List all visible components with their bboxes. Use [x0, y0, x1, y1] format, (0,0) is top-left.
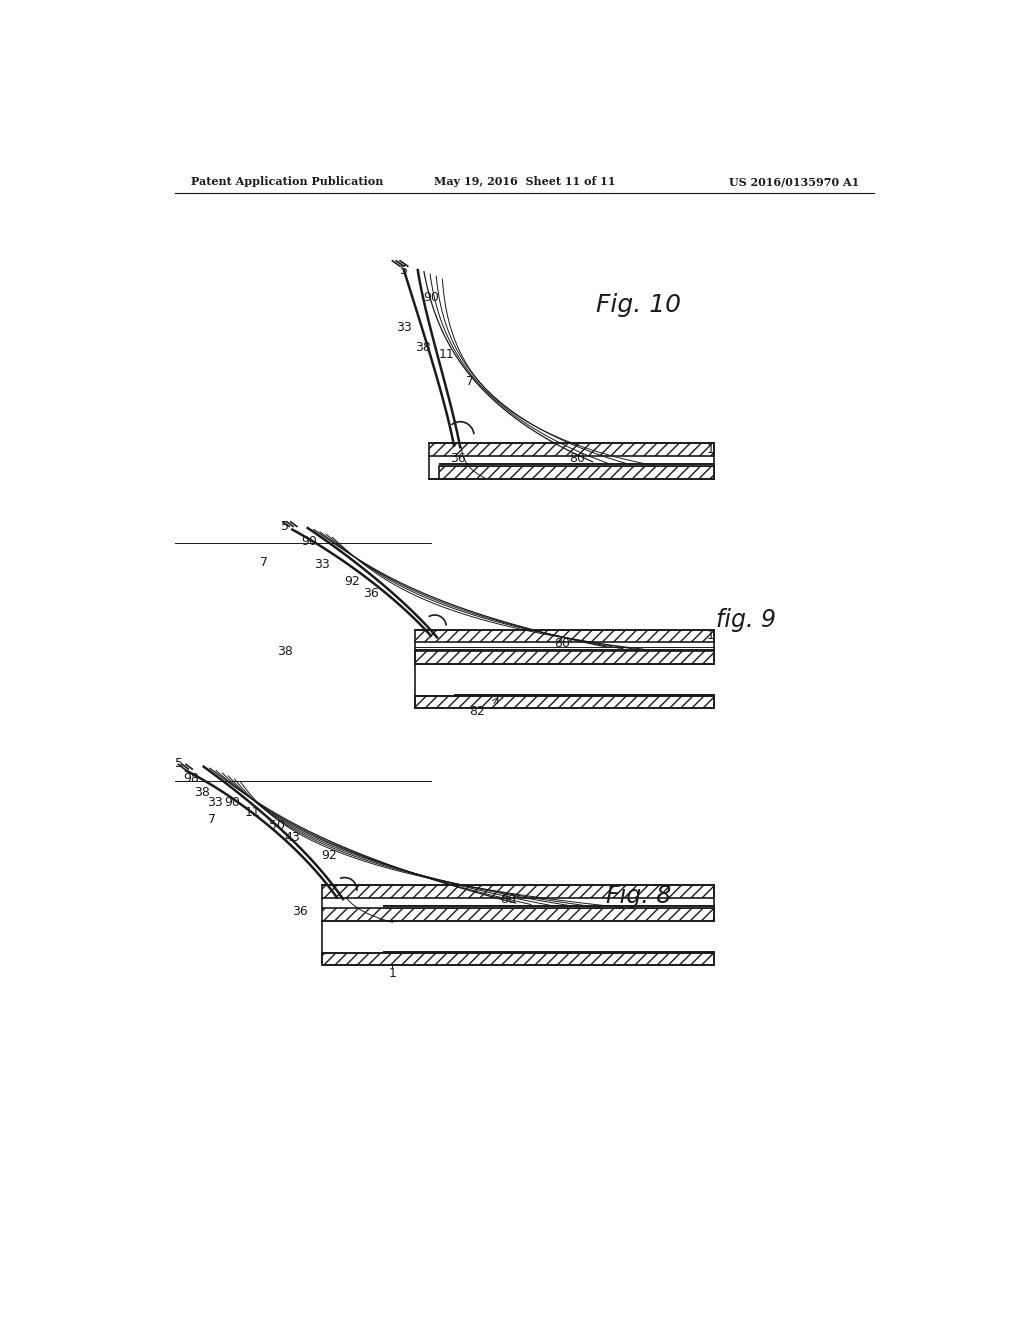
Text: 90: 90	[423, 290, 439, 304]
Text: 33: 33	[396, 321, 412, 334]
Text: 98: 98	[183, 772, 199, 785]
Text: Patent Application Publication: Patent Application Publication	[190, 176, 383, 187]
Bar	[322, 953, 714, 965]
Bar	[416, 696, 714, 708]
Text: 38: 38	[416, 341, 431, 354]
Text: Fig. 10: Fig. 10	[596, 293, 681, 317]
Text: 90: 90	[224, 796, 241, 809]
Text: 5: 5	[282, 520, 290, 533]
Text: Fig. 8: Fig. 8	[606, 884, 672, 908]
Text: 1: 1	[707, 630, 715, 643]
Text: 92: 92	[345, 576, 360, 589]
Text: 1: 1	[707, 444, 715, 455]
Bar	[438, 466, 714, 479]
Text: 33: 33	[208, 796, 223, 809]
Text: 38: 38	[276, 644, 293, 657]
Text: 80: 80	[569, 453, 586, 465]
Text: 92: 92	[322, 849, 337, 862]
Text: 43: 43	[285, 832, 300, 843]
Text: 50: 50	[269, 820, 285, 833]
Bar	[416, 630, 714, 642]
Text: 36: 36	[451, 453, 466, 465]
Text: May 19, 2016  Sheet 11 of 11: May 19, 2016 Sheet 11 of 11	[434, 176, 615, 187]
Bar	[429, 444, 714, 455]
Bar	[322, 886, 714, 898]
Text: 82: 82	[469, 705, 485, 718]
Text: 80: 80	[500, 892, 516, 906]
Bar	[416, 651, 714, 664]
Text: 7: 7	[208, 813, 216, 825]
Text: 11: 11	[438, 348, 455, 362]
Text: 36: 36	[292, 906, 308, 917]
Text: fig. 9: fig. 9	[716, 609, 776, 632]
Text: 80: 80	[554, 638, 570, 649]
Text: 36: 36	[364, 587, 379, 601]
Text: 38: 38	[194, 785, 210, 799]
Text: 5: 5	[400, 264, 408, 277]
Text: 1: 1	[388, 966, 396, 979]
Text: 11: 11	[245, 807, 260, 820]
Text: US 2016/0135970 A1: US 2016/0135970 A1	[729, 176, 859, 187]
Text: 7: 7	[260, 556, 268, 569]
Text: 90: 90	[301, 536, 317, 548]
Bar	[322, 908, 714, 921]
Text: 5: 5	[175, 758, 183, 770]
Text: 33: 33	[313, 558, 330, 572]
Text: 7: 7	[466, 375, 473, 388]
